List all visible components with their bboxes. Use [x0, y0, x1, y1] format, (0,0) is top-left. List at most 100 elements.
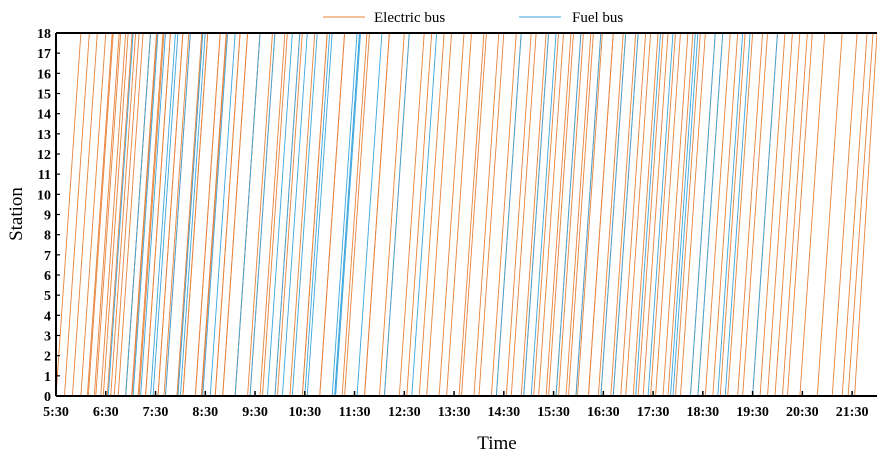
- x-tick-label: 6:30: [93, 405, 119, 420]
- electric-bus-trip-26: [289, 32, 316, 397]
- y-tick-label: 4: [44, 309, 51, 324]
- x-tick-label: 12:30: [388, 405, 421, 420]
- electric-bus-trip-109: [704, 32, 731, 397]
- electric-bus-trip-85: [364, 32, 390, 397]
- fuel-bus-trip-14: [495, 32, 522, 397]
- electric-bus-trip-87: [398, 32, 425, 397]
- fuel-bus-trip-20: [689, 32, 716, 397]
- x-tick-label: 15:30: [537, 405, 570, 420]
- x-tick-label: 17:30: [637, 405, 670, 420]
- legend-label-fuel-bus: Fuel bus: [572, 10, 623, 26]
- electric-bus-trip-70: [157, 32, 184, 397]
- fuel-bus-trip-40: [697, 32, 724, 397]
- electric-bus-trip-1: [55, 32, 82, 397]
- electric-bus-trip-16: [176, 32, 203, 397]
- fuel-bus-trip-34: [411, 32, 438, 397]
- electric-bus-trip-120: [854, 32, 877, 397]
- electric-bus-trip-5: [86, 32, 113, 397]
- fuel-bus-trip-2: [125, 32, 151, 397]
- electric-bus-trip-106: [662, 32, 689, 397]
- electric-bus-trip-75: [200, 32, 227, 397]
- electric-bus-trip-6: [93, 32, 120, 397]
- fuel-bus-trip-4: [152, 32, 179, 397]
- y-tick-label: 6: [44, 269, 51, 284]
- fuel-bus-trip-29: [291, 32, 318, 397]
- y-tick-label: 0: [44, 390, 51, 405]
- electric-bus-trip-19: [201, 32, 228, 397]
- y-tick-label: 15: [37, 88, 51, 103]
- electric-bus-trip-35: [461, 32, 487, 397]
- electric-bus-trip-51: [655, 32, 681, 397]
- y-axis-title: Station: [6, 187, 27, 241]
- fuel-bus-trip-30: [306, 32, 333, 397]
- legend-label-electric-bus: Electric bus: [374, 10, 445, 26]
- electric-bus-trip-4: [80, 32, 107, 397]
- fuel-bus-trip-26: [202, 32, 229, 397]
- electric-bus-trip-83: [319, 32, 346, 397]
- electric-bus-trip-48: [620, 32, 647, 397]
- electric-bus-trip-115: [799, 32, 826, 397]
- electric-bus-trip-11: [131, 32, 158, 397]
- electric-bus-trip-74: [194, 32, 221, 397]
- y-tick-label: 1: [44, 370, 51, 385]
- electric-bus-trip-91: [473, 32, 500, 397]
- electric-bus-trip-2: [64, 32, 90, 397]
- y-tick-label: 18: [37, 27, 51, 42]
- electric-bus-trip-12: [138, 32, 165, 397]
- electric-bus-trip-40: [538, 32, 564, 397]
- electric-bus-trip-73: [182, 32, 209, 397]
- electric-bus-trip-64: [110, 32, 137, 397]
- fuel-bus-trip-5: [177, 32, 204, 397]
- y-tick-label: 17: [37, 47, 51, 62]
- y-tick-label: 12: [37, 148, 51, 163]
- electric-bus-trip-59: [774, 32, 801, 397]
- electric-bus-trip-107: [675, 32, 701, 397]
- electric-bus-trip-86: [378, 32, 405, 397]
- electric-bus-trip-53: [680, 32, 706, 397]
- electric-bus-trip-32: [406, 32, 433, 397]
- electric-bus-trip-76: [214, 32, 241, 397]
- fuel-bus-trip-7: [249, 32, 276, 397]
- electric-bus-trip-93: [505, 32, 532, 397]
- fuel-bus-trip-22: [132, 32, 159, 397]
- electric-bus-trip-117: [831, 32, 858, 397]
- electric-bus-trip-84: [344, 32, 370, 397]
- electric-bus-trip-46: [597, 32, 624, 397]
- fuel-bus-trip-13: [383, 32, 410, 397]
- electric-bus-trip-33: [426, 32, 453, 397]
- x-tick-label: 14:30: [487, 405, 520, 420]
- y-tick-label: 5: [44, 289, 51, 304]
- electric-bus-trip-103: [625, 32, 652, 397]
- fuel-bus-trip-25: [179, 32, 206, 397]
- fuel-bus-trip-36: [555, 32, 582, 397]
- y-tick-label: 13: [37, 128, 51, 143]
- electric-bus-trip-77: [222, 32, 249, 397]
- electric-bus-trip-114: [782, 32, 808, 397]
- electric-bus-trip-116: [816, 32, 843, 397]
- fuel-bus-trip-31: [334, 32, 360, 397]
- fuel-bus-trip-35: [523, 32, 550, 397]
- electric-bus-trip-42: [558, 32, 584, 397]
- y-tick-label: 3: [44, 330, 51, 345]
- electric-bus-trip-58: [759, 32, 786, 397]
- electric-bus-trip-44: [577, 32, 603, 397]
- electric-bus-trip-100: [587, 32, 614, 397]
- x-tick-label: 11:30: [339, 405, 371, 420]
- fuel-bus-trip-6: [209, 32, 236, 397]
- fuel-bus-trip-28: [274, 32, 301, 397]
- electric-bus-trip-110: [719, 32, 746, 397]
- fuel-bus-trip-3: [140, 32, 166, 397]
- x-tick-label: 21:30: [836, 405, 869, 420]
- electric-bus-trip-7: [100, 32, 127, 397]
- electric-bus-trip-113: [767, 32, 793, 397]
- electric-bus-trip-60: [786, 32, 813, 397]
- electric-bus-trip-36: [478, 32, 505, 397]
- fuel-bus-trip-27: [234, 32, 261, 397]
- fuel-bus-trip-18: [647, 32, 674, 397]
- fuel-bus-trip-39: [672, 32, 699, 397]
- electric-bus-trip-98: [565, 32, 592, 397]
- fuel-bus-trip-11: [331, 32, 358, 397]
- fuel-bus-trip-17: [612, 32, 639, 397]
- fuel-bus-trip-41: [717, 32, 744, 397]
